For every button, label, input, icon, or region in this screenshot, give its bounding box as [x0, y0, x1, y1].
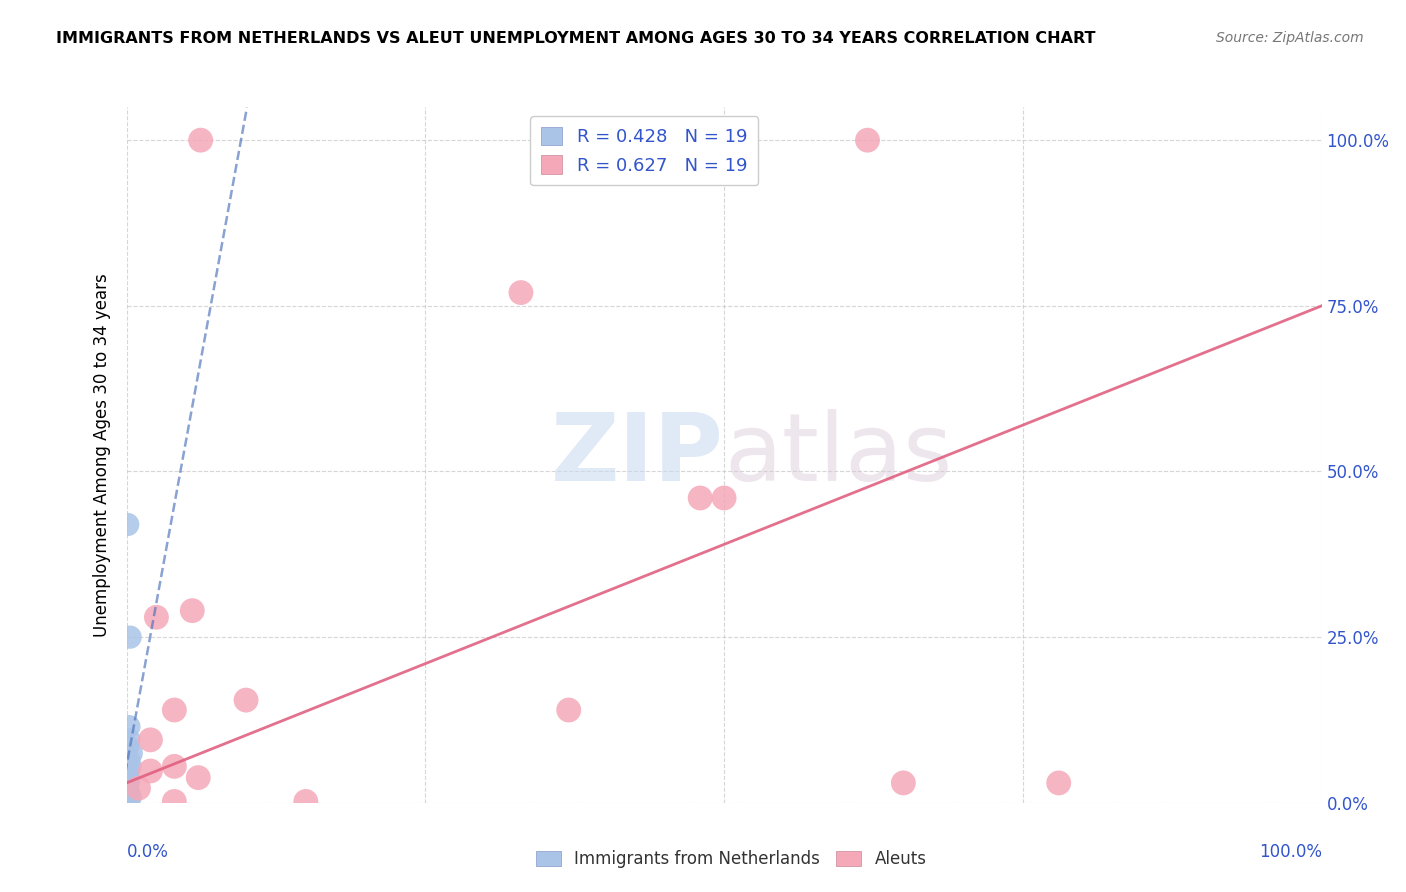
Point — [118, 753, 141, 767]
Text: 100.0%: 100.0% — [1258, 843, 1322, 861]
Point — [163, 759, 186, 773]
Text: IMMIGRANTS FROM NETHERLANDS VS ALEUT UNEMPLOYMENT AMONG AGES 30 TO 34 YEARS CORR: IMMIGRANTS FROM NETHERLANDS VS ALEUT UNE… — [56, 31, 1095, 46]
Point — [117, 795, 139, 809]
Legend: R = 0.428   N = 19, R = 0.627   N = 19: R = 0.428 N = 19, R = 0.627 N = 19 — [530, 116, 758, 186]
Point — [120, 746, 142, 760]
Point — [689, 491, 711, 505]
Point — [118, 732, 141, 747]
Point — [509, 285, 531, 300]
Legend: Immigrants from Netherlands, Aleuts: Immigrants from Netherlands, Aleuts — [529, 844, 934, 875]
Point — [117, 771, 139, 785]
Point — [1047, 776, 1070, 790]
Point — [139, 732, 162, 747]
Point — [856, 133, 879, 147]
Text: 0.0%: 0.0% — [127, 843, 169, 861]
Point — [117, 784, 139, 798]
Text: ZIP: ZIP — [551, 409, 724, 501]
Point — [145, 610, 167, 624]
Point — [235, 693, 257, 707]
Point — [187, 771, 209, 785]
Point — [163, 795, 186, 809]
Point — [117, 517, 139, 532]
Point — [117, 764, 139, 778]
Y-axis label: Unemployment Among Ages 30 to 34 years: Unemployment Among Ages 30 to 34 years — [93, 273, 111, 637]
Point — [117, 789, 139, 804]
Point — [117, 781, 139, 796]
Point — [120, 759, 142, 773]
Point — [181, 604, 204, 618]
Point — [117, 795, 139, 809]
Point — [713, 491, 735, 505]
Point — [163, 703, 186, 717]
Point — [139, 764, 162, 778]
Point — [117, 739, 139, 754]
Point — [120, 630, 142, 644]
Point — [557, 703, 581, 717]
Text: Source: ZipAtlas.com: Source: ZipAtlas.com — [1216, 31, 1364, 45]
Text: atlas: atlas — [724, 409, 952, 501]
Point — [190, 133, 212, 147]
Point — [118, 772, 141, 787]
Point — [118, 788, 141, 802]
Point — [117, 777, 139, 791]
Point — [118, 720, 141, 734]
Point — [891, 776, 914, 790]
Point — [127, 781, 149, 796]
Point — [294, 795, 316, 809]
Point — [120, 790, 142, 805]
